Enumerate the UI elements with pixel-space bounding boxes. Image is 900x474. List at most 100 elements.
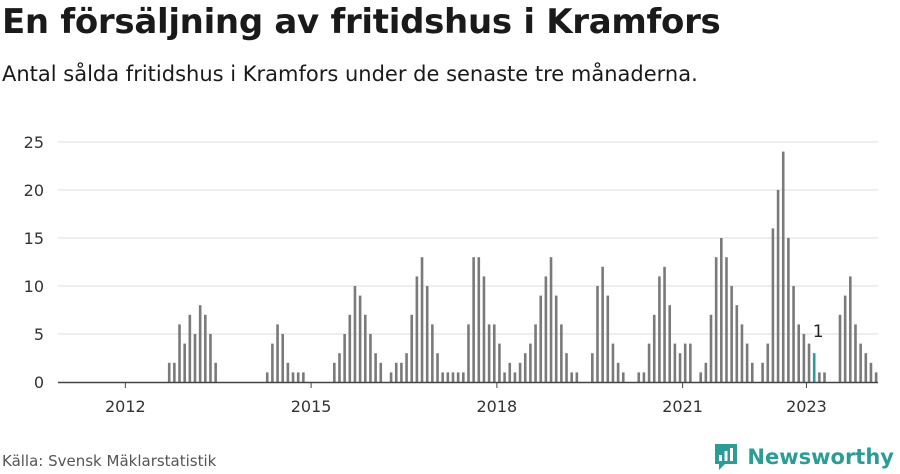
bar <box>302 372 305 382</box>
bar <box>529 343 532 382</box>
bar <box>549 257 553 382</box>
bar <box>389 372 393 382</box>
bar <box>209 334 212 382</box>
bar <box>498 343 501 382</box>
bar <box>591 353 594 382</box>
bar <box>730 286 733 382</box>
x-tick-label: 2015 <box>291 397 332 416</box>
bar <box>637 372 641 382</box>
brand-name: Newsworthy <box>747 445 894 469</box>
bar <box>503 372 506 382</box>
chart-title: En försäljning av fritidshus i Kramfors <box>2 2 721 42</box>
bar <box>204 314 207 382</box>
bar <box>575 372 579 382</box>
bar <box>193 334 197 382</box>
bar <box>178 324 181 382</box>
bar <box>859 343 862 382</box>
bar <box>394 362 398 382</box>
x-tick-label: 2021 <box>662 397 703 416</box>
bar <box>436 353 439 382</box>
bar <box>596 286 599 382</box>
bar <box>358 295 362 382</box>
bar <box>291 372 295 382</box>
bar-chart: 0 5 10 15 20 25 1 2012 2015 2018 2021 2023 <box>24 133 878 416</box>
source-note: Källa: Svensk Mäklarstatistik <box>2 452 217 470</box>
bar <box>787 238 790 382</box>
bar <box>766 343 770 382</box>
bar <box>265 372 269 382</box>
bar <box>379 362 383 382</box>
bar <box>709 314 713 382</box>
y-tick-label: 15 <box>24 229 44 248</box>
y-tick-label: 0 <box>34 373 44 392</box>
bar <box>864 353 868 382</box>
y-tick-label: 10 <box>24 277 44 296</box>
bar <box>761 362 764 382</box>
bar <box>508 362 512 382</box>
bar <box>544 276 548 382</box>
bar <box>523 353 527 382</box>
bar <box>606 295 610 382</box>
bar <box>482 276 486 382</box>
bar <box>663 266 666 382</box>
bar <box>446 372 450 382</box>
bar <box>771 228 775 382</box>
bar <box>333 362 336 382</box>
bar <box>420 257 424 382</box>
x-tick-label: 2023 <box>786 397 827 416</box>
bar <box>642 372 646 382</box>
bar <box>539 295 543 382</box>
bar <box>843 295 847 382</box>
bar <box>518 362 522 382</box>
bar <box>451 372 455 382</box>
bar <box>570 372 573 382</box>
latest-value-label: 1 <box>813 322 824 342</box>
bar <box>714 257 718 382</box>
bar <box>776 190 780 382</box>
bar <box>188 314 192 382</box>
bar <box>601 266 604 382</box>
bar <box>725 257 728 382</box>
bar <box>467 324 470 382</box>
bar <box>689 343 692 382</box>
bar <box>652 314 656 382</box>
bar <box>286 362 290 382</box>
bar <box>704 362 708 382</box>
bar <box>513 372 517 382</box>
bar <box>214 362 217 382</box>
bar <box>534 324 537 382</box>
y-tick-label: 20 <box>24 181 44 200</box>
bar <box>431 324 434 382</box>
bar <box>683 343 687 382</box>
bar <box>363 314 367 382</box>
bar <box>874 372 878 382</box>
bar <box>797 324 801 382</box>
bar <box>296 372 300 382</box>
bar <box>554 295 558 382</box>
bar <box>616 362 620 382</box>
bar <box>276 324 279 382</box>
bar <box>750 362 754 382</box>
bar <box>183 343 186 382</box>
bar <box>477 257 481 382</box>
bar <box>668 305 672 382</box>
y-tick-label: 5 <box>34 325 44 344</box>
bar <box>565 353 568 382</box>
chart-subtitle: Antal sålda fritidshus i Kramfors under … <box>2 62 698 86</box>
bar <box>740 324 744 382</box>
bar <box>281 334 285 382</box>
x-tick-label: 2018 <box>477 397 518 416</box>
bar <box>735 305 739 382</box>
bar <box>343 334 346 382</box>
bar <box>621 372 625 382</box>
bar <box>492 324 496 382</box>
brand-logo[interactable]: Newsworthy <box>713 442 894 472</box>
bar <box>173 362 176 382</box>
bar <box>560 324 563 382</box>
bar <box>849 276 852 382</box>
bar <box>869 362 873 382</box>
bar <box>611 343 615 382</box>
bar <box>673 343 677 382</box>
bar <box>369 334 372 382</box>
newsworthy-logo-icon <box>715 444 738 470</box>
